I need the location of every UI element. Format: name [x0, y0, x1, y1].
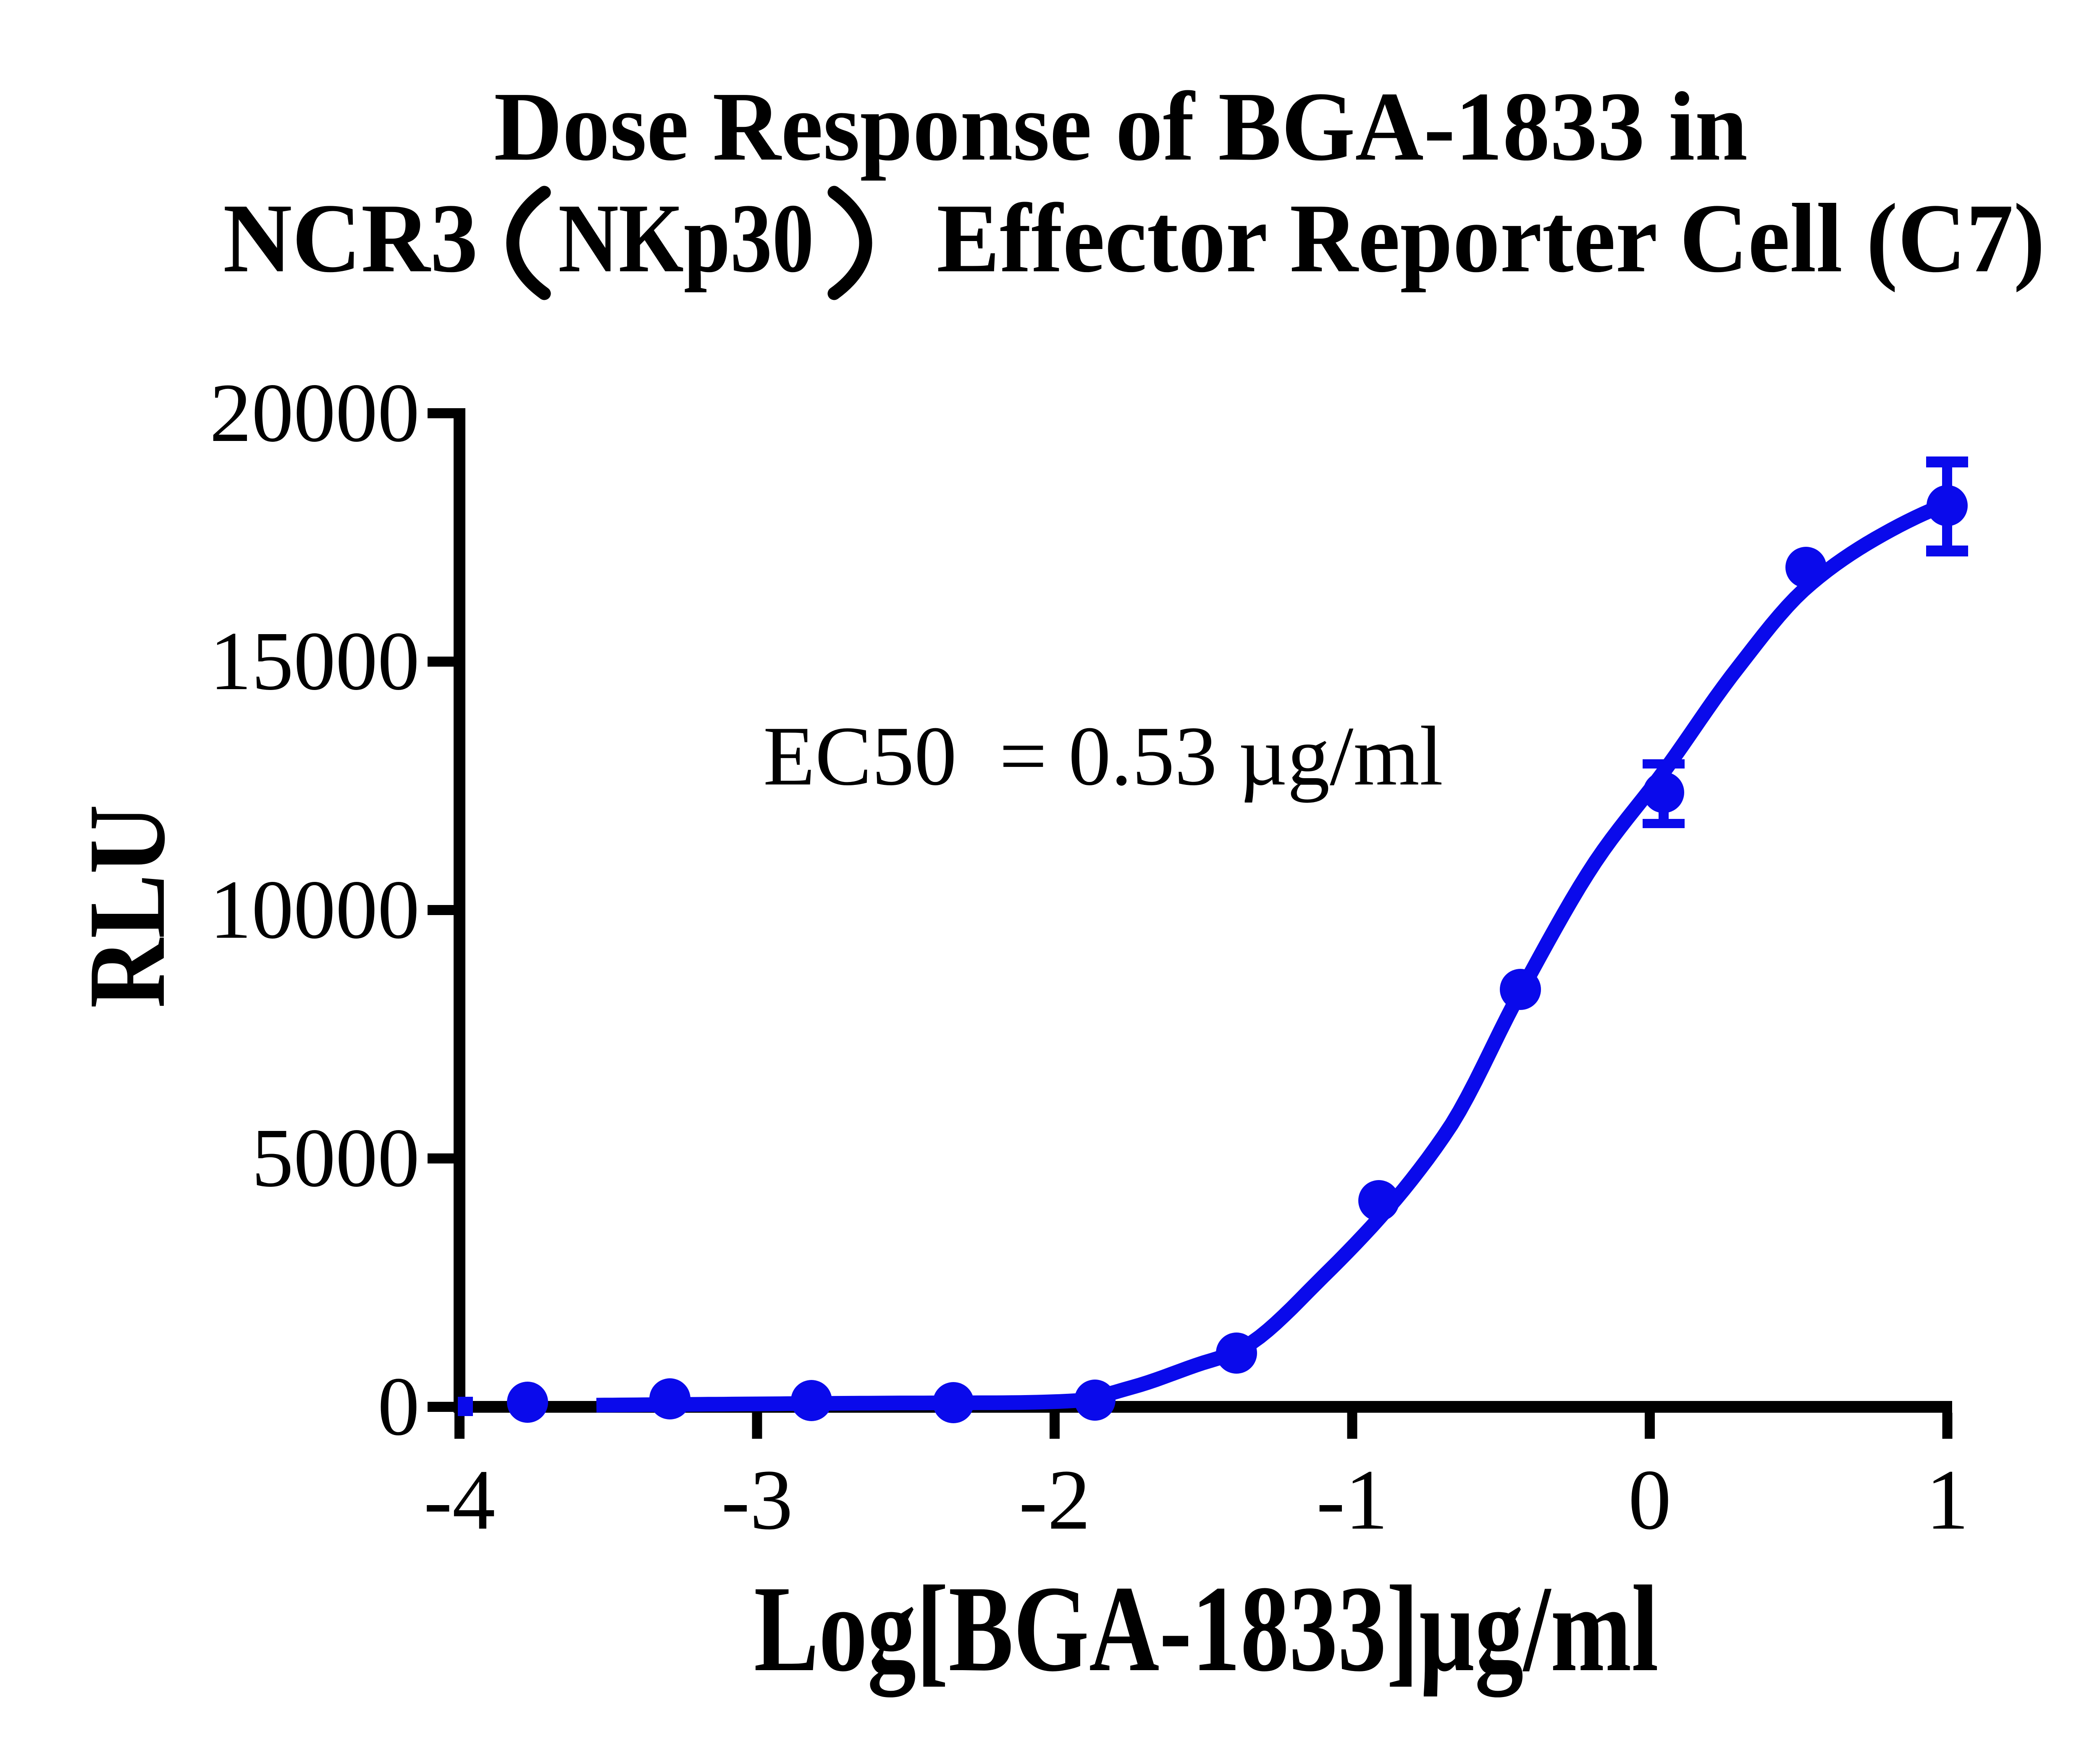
svg-text:0: 0	[1628, 1452, 1672, 1548]
svg-text:0: 0	[378, 1360, 420, 1453]
svg-text:20000: 20000	[210, 367, 420, 459]
svg-text:NKp30: NKp30	[558, 184, 814, 293]
svg-text:Dose Response of BGA-1833 in: Dose Response of BGA-1833 in	[494, 72, 1748, 181]
svg-text:EC50 = 0.53 µg/ml: EC50 = 0.53 µg/ml	[763, 709, 1443, 803]
svg-text:Log[BGA-1833]µg/ml: Log[BGA-1833]µg/ml	[754, 1560, 1659, 1699]
svg-text:1: 1	[1926, 1452, 1969, 1548]
svg-text:-4: -4	[424, 1452, 496, 1548]
svg-text:RLU: RLU	[66, 805, 188, 1008]
svg-text:NCR3: NCR3	[223, 184, 478, 293]
svg-text:10000: 10000	[210, 863, 420, 956]
svg-text:Effector Reporter Cell (C7): Effector Reporter Cell (C7)	[937, 184, 2045, 293]
svg-text:5000: 5000	[252, 1112, 420, 1204]
svg-text:-2: -2	[1019, 1452, 1091, 1548]
svg-text:-3: -3	[721, 1452, 793, 1548]
svg-text:-1: -1	[1316, 1452, 1388, 1548]
svg-text:15000: 15000	[210, 615, 420, 708]
